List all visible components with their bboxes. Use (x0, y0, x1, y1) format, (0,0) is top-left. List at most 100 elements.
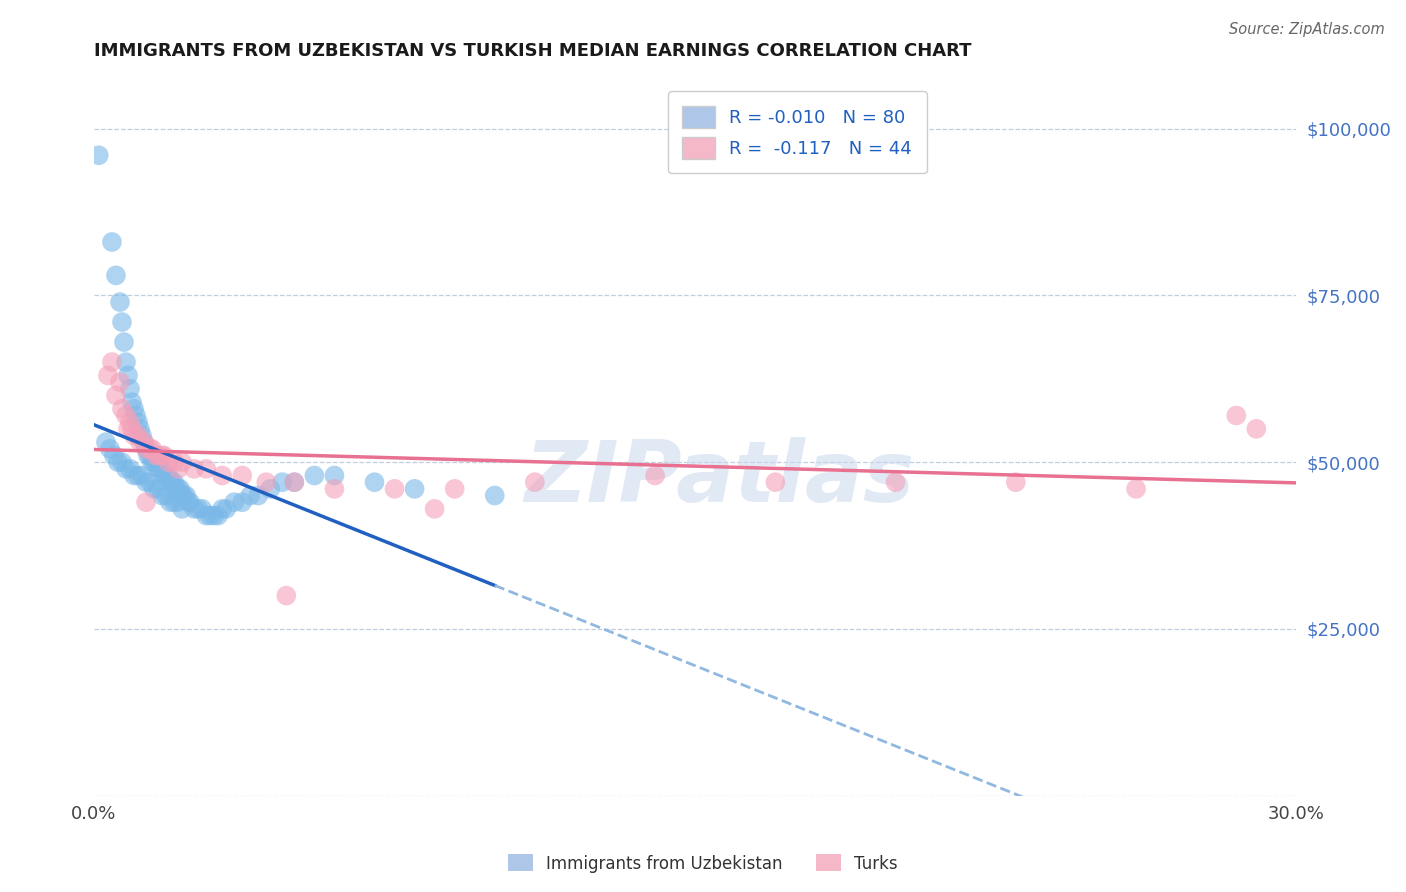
Point (122, 428, 145, 442)
Point (163, 495, 186, 509)
Point (146, 462, 169, 476)
Legend: R = -0.010   N = 80, R =  -0.117   N = 44: R = -0.010 N = 80, R = -0.117 N = 44 (668, 92, 927, 173)
Point (121, 422, 143, 436)
Point (94, 435, 117, 450)
Point (125, 409, 148, 423)
Point (1246, 422, 1268, 436)
Point (127, 415, 149, 429)
Point (115, 355, 138, 369)
Point (127, 468, 149, 483)
Point (523, 475, 546, 490)
Point (239, 489, 262, 503)
Point (304, 468, 326, 483)
Point (122, 401, 145, 416)
Point (145, 449, 167, 463)
Point (129, 422, 152, 436)
Point (111, 455, 134, 469)
Point (191, 501, 214, 516)
Point (183, 501, 205, 516)
Point (160, 475, 183, 490)
Point (135, 442, 157, 456)
Point (107, 455, 129, 469)
Point (443, 482, 465, 496)
Point (174, 489, 197, 503)
Point (884, 475, 907, 490)
Point (323, 482, 346, 496)
Point (271, 475, 294, 490)
Text: ZIPatlas: ZIPatlas (524, 437, 914, 520)
Point (104, 268, 127, 283)
Point (163, 455, 186, 469)
Point (146, 482, 169, 496)
Point (644, 468, 666, 483)
Point (129, 435, 152, 450)
Point (155, 489, 177, 503)
Point (183, 462, 205, 476)
Point (283, 475, 305, 490)
Point (157, 455, 180, 469)
Point (139, 475, 162, 490)
Point (167, 482, 190, 496)
Point (1125, 482, 1147, 496)
Point (259, 482, 281, 496)
Point (384, 482, 406, 496)
Point (127, 428, 149, 442)
Point (179, 495, 201, 509)
Point (198, 508, 221, 523)
Point (323, 468, 346, 483)
Point (172, 455, 194, 469)
Point (132, 435, 155, 450)
Point (150, 462, 173, 476)
Point (172, 489, 194, 503)
Point (108, 295, 131, 310)
Point (363, 475, 385, 490)
Point (165, 482, 187, 496)
Point (135, 495, 157, 509)
Point (118, 415, 141, 429)
Point (115, 409, 138, 423)
Point (187, 501, 209, 516)
Point (122, 468, 145, 483)
Point (254, 475, 277, 490)
Point (146, 449, 169, 463)
Point (231, 468, 253, 483)
Point (159, 495, 181, 509)
Point (177, 495, 200, 509)
Point (87, 148, 110, 162)
Point (98, 442, 121, 456)
Point (215, 501, 238, 516)
Point (169, 482, 191, 496)
Point (1225, 409, 1247, 423)
Point (103, 449, 125, 463)
Point (112, 334, 135, 349)
Point (207, 508, 229, 523)
Point (131, 468, 153, 483)
Point (202, 508, 225, 523)
Point (163, 475, 186, 490)
Point (283, 475, 305, 490)
Point (150, 489, 173, 503)
Point (153, 449, 176, 463)
Point (104, 388, 127, 402)
Point (135, 475, 157, 490)
Point (157, 468, 180, 483)
Point (108, 375, 131, 389)
Point (211, 501, 233, 516)
Point (1004, 475, 1026, 490)
Point (131, 428, 153, 442)
Point (141, 442, 163, 456)
Point (118, 462, 141, 476)
Point (97, 368, 120, 383)
Point (136, 449, 159, 463)
Point (231, 495, 253, 509)
Text: Source: ZipAtlas.com: Source: ZipAtlas.com (1229, 22, 1385, 37)
Point (117, 368, 139, 383)
Point (115, 462, 138, 476)
Point (195, 462, 218, 476)
Point (247, 489, 270, 503)
Point (763, 475, 786, 490)
Point (117, 422, 139, 436)
Point (139, 442, 162, 456)
Point (167, 462, 190, 476)
Point (132, 435, 155, 450)
